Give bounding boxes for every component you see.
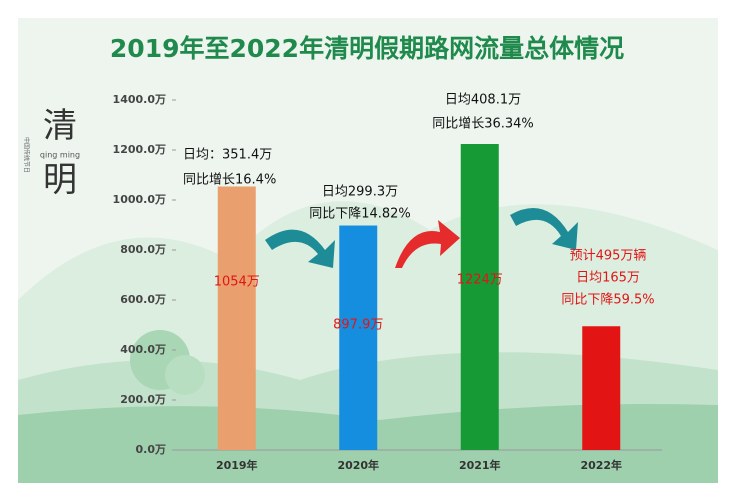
annotation: 预计495万辆 bbox=[570, 249, 647, 264]
annotation: 同比下降14.82% bbox=[309, 207, 411, 222]
annotation: 日均299.3万 bbox=[322, 185, 398, 200]
badge-caption: 中国传统节日 bbox=[23, 137, 31, 173]
arrow bbox=[510, 207, 578, 250]
arrow bbox=[395, 220, 460, 268]
x-tick-label: 2021年 bbox=[459, 458, 501, 472]
x-tick-label: 2019年 bbox=[216, 458, 258, 472]
badge: 清 明 qing ming 中国传统节日 bbox=[23, 106, 81, 200]
annotation: 日均165万 bbox=[576, 271, 640, 286]
x-tick-label: 2022年 bbox=[580, 458, 622, 472]
bar bbox=[582, 326, 621, 450]
value-label: 1224万 bbox=[457, 273, 503, 288]
y-tick-label: 800.0万 bbox=[120, 243, 166, 256]
y-tick-label: 0.0万 bbox=[136, 443, 167, 456]
annotation: 日均：351.4万 bbox=[183, 148, 272, 163]
y-tick-label: 600.0万 bbox=[120, 293, 166, 306]
badge-char: 明 bbox=[43, 160, 77, 200]
value-label: 1054万 bbox=[214, 275, 260, 290]
y-tick-label: 1200.0万 bbox=[113, 143, 166, 156]
bar bbox=[339, 225, 378, 450]
y-tick-label: 200.0万 bbox=[120, 393, 166, 406]
badge-char: 清 bbox=[43, 106, 77, 146]
annotation: 日均408.1万 bbox=[445, 93, 521, 108]
value-label: 897.9万 bbox=[333, 318, 383, 333]
y-tick-label: 1400.0万 bbox=[113, 93, 166, 106]
x-tick-label: 2020年 bbox=[337, 458, 379, 472]
y-tick-label: 400.0万 bbox=[120, 343, 166, 356]
annotation: 同比增长36.34% bbox=[432, 117, 534, 132]
badge-pinyin: qing ming bbox=[40, 151, 80, 160]
y-tick-label: 1000.0万 bbox=[113, 193, 166, 206]
tree bbox=[165, 355, 205, 395]
chart-title: 2019年至2022年清明假期路网流量总体情况 bbox=[110, 34, 624, 63]
bar bbox=[460, 144, 499, 450]
annotation: 同比增长16.4% bbox=[183, 173, 276, 188]
arrow bbox=[265, 229, 335, 268]
annotation: 同比下降59.5% bbox=[561, 293, 654, 308]
bar bbox=[217, 186, 256, 450]
